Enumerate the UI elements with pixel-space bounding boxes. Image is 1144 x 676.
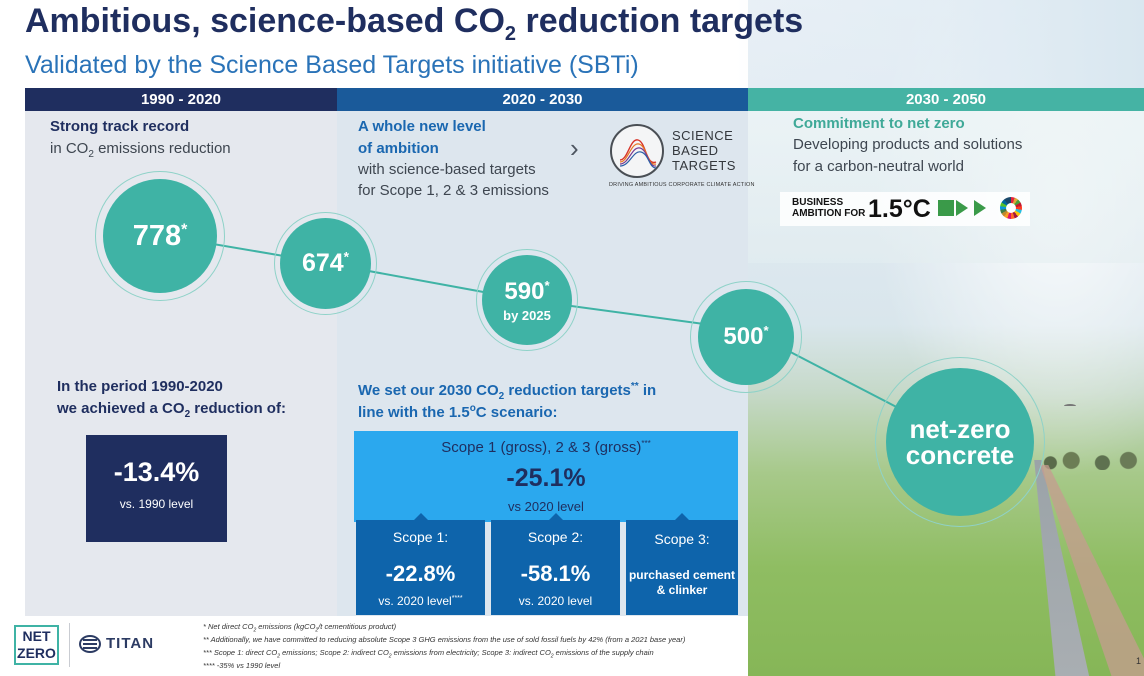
left-heading: Strong track record: [50, 118, 190, 135]
scope-2-value: -58.1%: [520, 561, 591, 586]
right-subtext-line2: for a carbon-neutral world: [793, 158, 964, 175]
scope-1-value: -22.8%: [385, 561, 456, 586]
period-text-line2: we achieved a CO2 reduction of:: [57, 400, 286, 420]
badge-arrow-icon: [956, 200, 968, 216]
left-subtext: in CO2 emissions reduction: [50, 140, 231, 160]
scope-2-box: Scope 2: -58.1% vs. 2020 level: [491, 513, 620, 615]
scope-1-label: Scope 1:: [392, 529, 449, 545]
middle-subtext-line2: for Scope 1, 2 & 3 emissions: [358, 182, 549, 199]
footnote-4: **** -35% vs 1990 level: [203, 661, 281, 670]
scope-3-text: purchased cement & clinker: [628, 568, 736, 597]
scope-2-sub: vs. 2020 level: [518, 594, 593, 608]
period-text-line1: In the period 1990-2020: [57, 378, 223, 395]
badge-small-text: BUSINESS AMBITION FOR: [792, 197, 866, 219]
science-based-targets-logo: SCIENCE BASED TARGETS DRIVING AMBITIOUS …: [606, 124, 755, 190]
scope-all-box: Scope 1 (gross), 2 & 3 (gross)*** -25.1%…: [354, 431, 738, 522]
net-zero-logo: NET ZERO: [14, 625, 59, 665]
middle-subtext-line1: with science-based targets: [358, 161, 536, 178]
scope-1-box: Scope 1: -22.8% vs. 2020 level****: [356, 513, 485, 615]
bubble-net-zero-concrete: net-zero concrete: [886, 368, 1034, 516]
bubble-ring: [690, 281, 802, 393]
bubble-ring: [95, 171, 225, 301]
bubble-778: 778*: [103, 179, 217, 293]
bubble-500: 500*: [698, 289, 794, 385]
page-subtitle: Validated by the Science Based Targets i…: [25, 51, 639, 79]
bubble-ring: [274, 212, 377, 315]
middle-heading-line1: A whole new level: [358, 118, 486, 135]
scope-all-value: -25.1%: [506, 464, 586, 492]
scope-3-label: Scope 3:: [654, 531, 710, 547]
panel-2030-2050: [748, 88, 1144, 263]
historic-reduction-value: -13.4%: [113, 457, 200, 487]
titan-logo: TITAN: [79, 634, 159, 654]
bird-icon: [1064, 404, 1076, 408]
titan-logo-icon: [79, 635, 101, 653]
sdg-wheel-icon: [1000, 197, 1022, 219]
tree-line: [1040, 446, 1144, 470]
bubble-ring: [875, 357, 1045, 527]
header-2020-2030: 2020 - 2030: [337, 88, 748, 111]
footer-divider: [69, 623, 70, 667]
target-text-line2: line with the 1.5oC scenario:: [358, 403, 558, 421]
bubble-ring: [476, 249, 578, 351]
scope-2-label: Scope 2:: [527, 529, 584, 545]
chevron-right-icon: ›: [570, 133, 579, 163]
scope-3-box: Scope 3: purchased cement & clinker: [626, 513, 738, 615]
bubble-590-sub: by 2025: [503, 307, 551, 323]
target-text-line1: We set our 2030 CO2 reduction targets** …: [358, 381, 657, 402]
footnote-2: ** Additionally, we have committed to re…: [203, 635, 686, 644]
badge-arrow-icon: [974, 200, 986, 216]
right-heading: Commitment to net zero: [793, 115, 965, 132]
business-ambition-badge: BUSINESS AMBITION FOR 1.5°C: [780, 192, 1030, 226]
bubble-590: 590* by 2025: [482, 255, 572, 345]
header-1990-2020: 1990 - 2020: [25, 88, 337, 111]
footnote-3: *** Scope 1: direct CO2 emissions; Scope…: [203, 648, 654, 660]
header-2030-2050: 2030 - 2050: [748, 88, 1144, 111]
scope-all-sub: vs 2020 level: [508, 499, 584, 514]
badge-green-square: [938, 200, 954, 216]
badge-temperature: 1.5°C: [868, 195, 931, 223]
historic-reduction-box: -13.4% vs. 1990 level: [86, 435, 227, 542]
scope-all-label: Scope 1 (gross), 2 & 3 (gross)***: [441, 439, 651, 456]
sbt-logo-wordmark: SCIENCE BASED TARGETS: [672, 128, 736, 173]
middle-heading-line2: of ambition: [358, 140, 439, 157]
scope-1-sub: vs. 2020 level****: [378, 594, 463, 608]
right-subtext-line1: Developing products and solutions: [793, 136, 1023, 153]
page-title: Ambitious, science-based CO2 reduction t…: [25, 2, 804, 45]
titan-wordmark: TITAN: [106, 635, 155, 652]
sbt-logo-circle: [610, 124, 664, 178]
sbt-logo-curves: [619, 139, 657, 169]
footnote-1: * Net direct CO2 emissions (kgCO2/t ceme…: [203, 622, 397, 634]
historic-reduction-sub: vs. 1990 level: [119, 497, 194, 511]
page-number: 1: [1136, 656, 1142, 666]
sbt-logo-tagline: DRIVING AMBITIOUS CORPORATE CLIMATE ACTI…: [609, 182, 755, 188]
sky-fade: [735, 0, 1144, 90]
bubble-674: 674*: [280, 218, 371, 309]
